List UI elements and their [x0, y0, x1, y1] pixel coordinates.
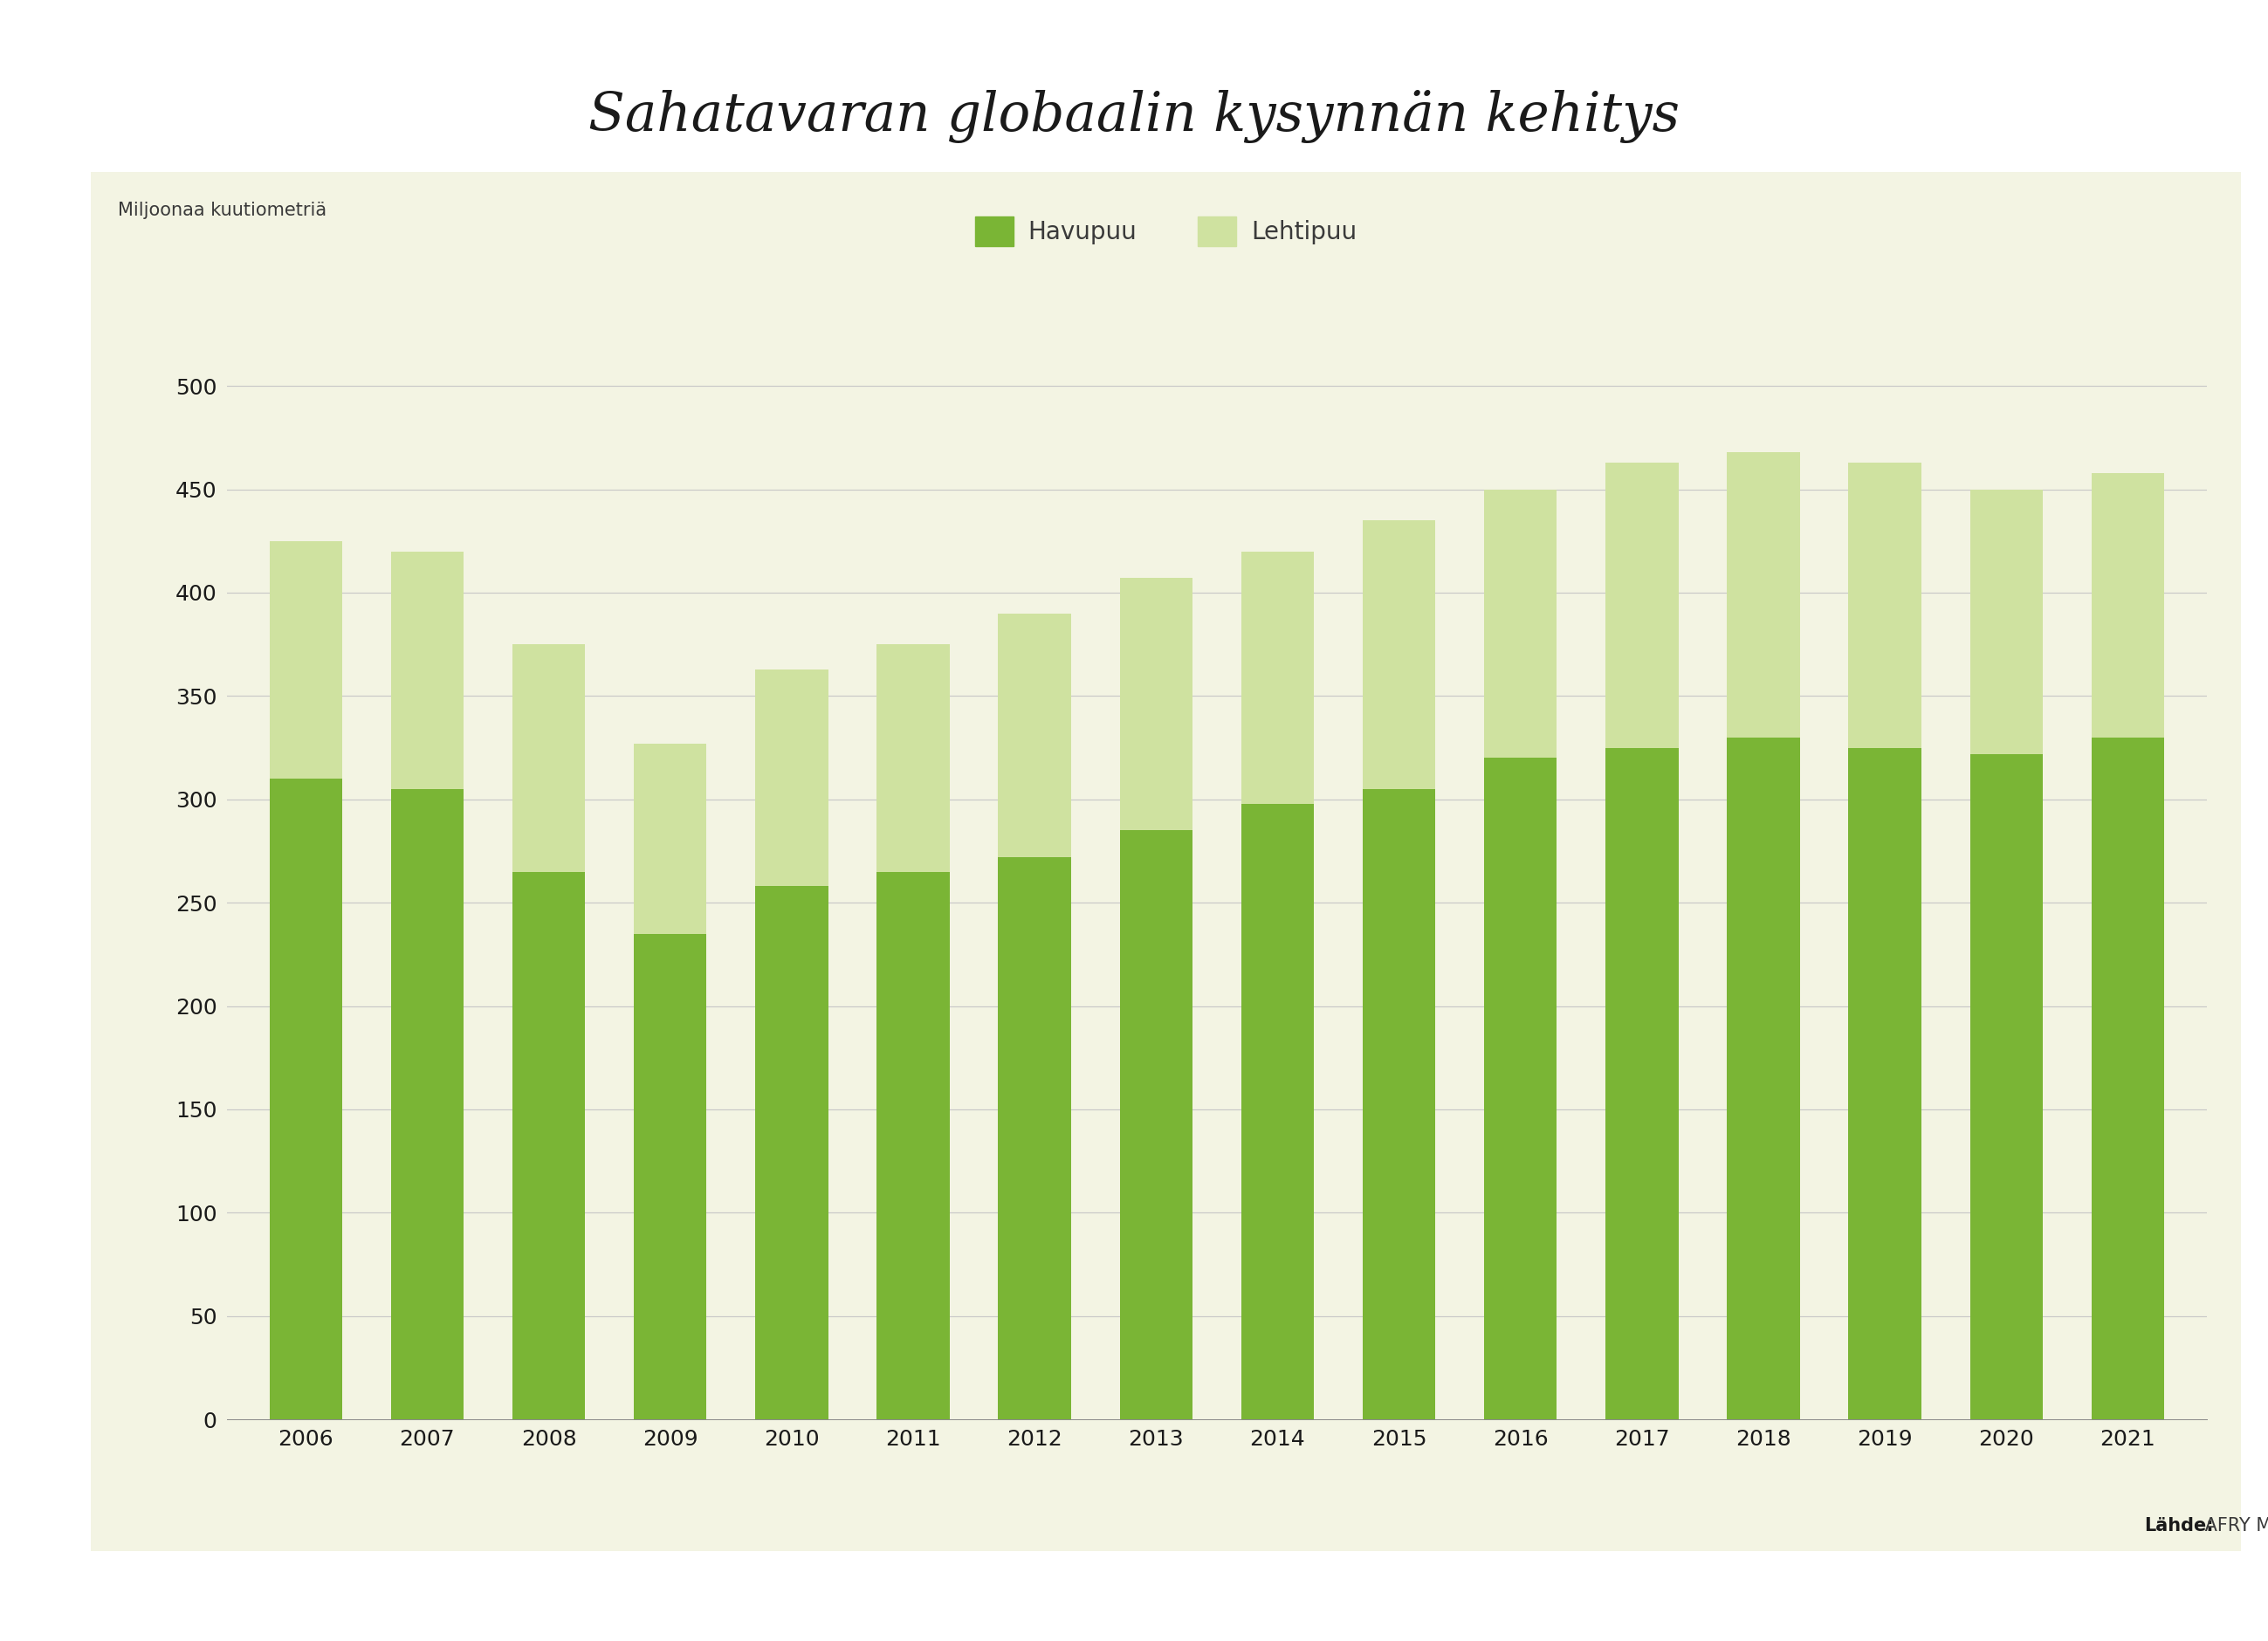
Text: AFRY Management Consulting: AFRY Management Consulting — [2200, 1516, 2268, 1534]
Bar — [513, 645, 585, 871]
Bar — [1848, 463, 1921, 748]
Bar — [1971, 753, 2043, 1419]
Text: Sahatavaran globaalin kysynnän kehitys: Sahatavaran globaalin kysynnän kehitys — [587, 90, 1681, 143]
Bar — [633, 934, 708, 1419]
Bar — [1120, 830, 1193, 1419]
Bar — [1241, 551, 1313, 804]
Bar — [1606, 463, 1678, 748]
Bar — [755, 670, 828, 886]
Bar — [2091, 473, 2164, 737]
Bar — [633, 743, 708, 934]
Bar — [1483, 489, 1556, 758]
Bar — [1363, 520, 1436, 789]
Bar — [1241, 804, 1313, 1419]
Bar — [1971, 489, 2043, 753]
Bar — [755, 886, 828, 1419]
Bar — [1120, 578, 1193, 830]
Legend: Havupuu, Lehtipuu: Havupuu, Lehtipuu — [966, 207, 1365, 256]
Text: Miljoonaa kuutiometriä: Miljoonaa kuutiometriä — [118, 202, 327, 220]
Bar — [878, 871, 950, 1419]
Bar — [1483, 758, 1556, 1419]
Bar — [998, 614, 1070, 857]
Bar — [1606, 748, 1678, 1419]
Text: Lähde:: Lähde: — [2143, 1516, 2214, 1534]
Bar — [390, 551, 463, 789]
Bar — [1726, 737, 1801, 1419]
Bar — [2091, 737, 2164, 1419]
Bar — [1363, 789, 1436, 1419]
Bar — [998, 857, 1070, 1419]
Bar — [513, 871, 585, 1419]
Bar — [878, 645, 950, 871]
Bar — [1726, 451, 1801, 737]
Bar — [270, 542, 342, 779]
Bar — [1848, 748, 1921, 1419]
Bar — [270, 779, 342, 1419]
Bar — [390, 789, 463, 1419]
